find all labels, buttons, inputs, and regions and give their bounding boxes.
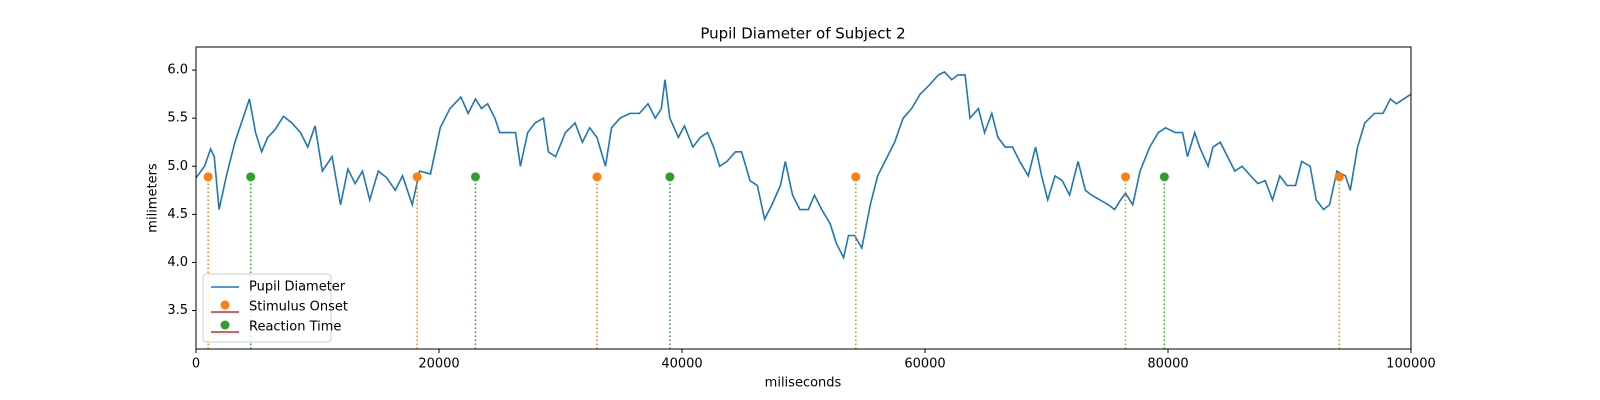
stem-marker — [470, 172, 480, 182]
chart-title: Pupil Diameter of Subject 2 — [700, 25, 905, 43]
stem-marker — [1120, 172, 1130, 182]
stem-marker — [665, 172, 675, 182]
stem-marker — [1334, 172, 1344, 182]
data-line — [196, 71, 1411, 260]
x-tick-label: 60000 — [904, 357, 945, 372]
y-axis-label: milimeters — [146, 163, 161, 233]
stem-marker — [592, 172, 602, 182]
x-tick-label: 80000 — [1147, 357, 1188, 372]
x-axis-label: miliseconds — [765, 376, 842, 391]
legend-label: Pupil Diameter — [249, 280, 346, 295]
x-tick-label: 100000 — [1386, 357, 1436, 372]
plot-frame — [195, 46, 1412, 350]
legend: Pupil Diameter Stimulus Onset Reaction Tim… — [202, 273, 348, 343]
stem-marker — [412, 172, 422, 182]
legend-box — [202, 273, 332, 343]
stem-marker — [203, 172, 213, 182]
x-tick-label: 40000 — [661, 357, 702, 372]
stem-marker — [246, 172, 256, 182]
y-tick-label: 5.5 — [167, 111, 188, 126]
stem-marker — [851, 172, 861, 182]
legend-label: Stimulus Onset — [249, 300, 348, 315]
y-tick-label: 3.5 — [167, 303, 188, 318]
y-tick-label: 4.5 — [167, 207, 188, 222]
legend-label: Reaction Time — [249, 320, 341, 335]
legend-marker — [220, 300, 230, 310]
y-tick-label: 5.0 — [167, 159, 188, 174]
legend-marker — [220, 320, 230, 330]
y-tick-label: 4.0 — [167, 255, 188, 270]
stem-marker — [1159, 172, 1169, 182]
x-tick-label: 0 — [192, 357, 200, 372]
x-tick-label: 20000 — [418, 357, 459, 372]
y-tick-label: 6.0 — [167, 63, 188, 78]
